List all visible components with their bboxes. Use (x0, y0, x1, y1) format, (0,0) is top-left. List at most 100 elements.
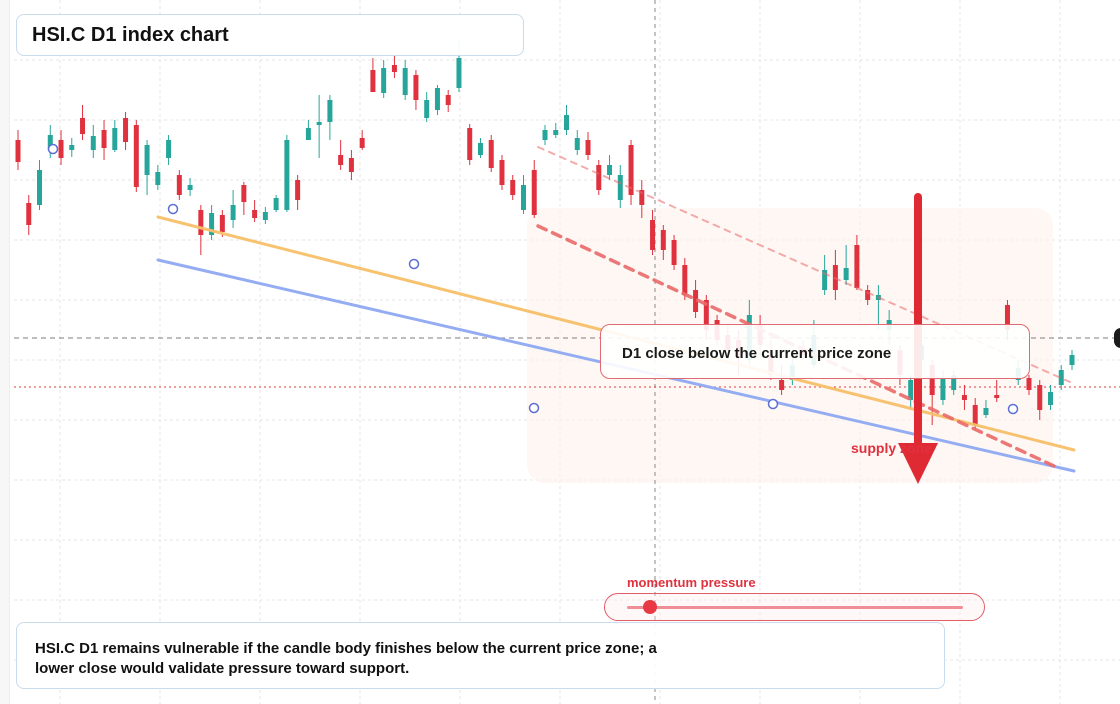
candle (176, 170, 182, 200)
candle (585, 132, 591, 160)
event-markers (47, 143, 1019, 415)
momentum-track (627, 606, 963, 609)
candle-body (176, 175, 182, 195)
event-marker-icon (408, 258, 420, 270)
candle-body (940, 378, 946, 400)
event-marker-icon (528, 402, 540, 414)
candle (295, 175, 301, 210)
candle-body (574, 138, 580, 150)
candle (198, 205, 204, 255)
candle-body (47, 135, 53, 150)
candle (305, 120, 311, 140)
candle-body (456, 58, 462, 88)
momentum-knob[interactable] (643, 600, 657, 614)
candle-body (359, 138, 365, 148)
candle-body (348, 158, 354, 172)
candle (639, 180, 645, 218)
candle-body (650, 220, 656, 250)
candle-body (961, 395, 967, 400)
left-gutter (0, 0, 10, 704)
candle-body (671, 240, 677, 265)
candle (316, 95, 322, 158)
candle (402, 60, 408, 100)
candle-body (58, 140, 64, 158)
candle (209, 205, 215, 240)
candle (542, 125, 548, 145)
candle (994, 380, 1000, 402)
candle-body (295, 180, 301, 200)
candle (112, 120, 118, 152)
momentum-slider[interactable] (604, 593, 985, 621)
candle-body (187, 185, 193, 190)
candle (241, 182, 247, 215)
candle (671, 235, 677, 270)
candle (961, 385, 967, 410)
event-marker-icon (767, 398, 779, 410)
candle (1047, 385, 1053, 410)
candle-body (424, 100, 430, 118)
candle-body (1058, 370, 1064, 385)
candle (37, 160, 43, 210)
candle-body (133, 125, 139, 187)
candle-body (338, 155, 344, 165)
candle (69, 138, 75, 157)
candle-body (434, 88, 440, 110)
candle (854, 235, 860, 290)
candle-body (445, 95, 451, 105)
candle (693, 280, 699, 318)
candle (144, 140, 150, 195)
candle (90, 125, 96, 158)
candle (155, 165, 161, 190)
candle (564, 105, 570, 135)
candle-body (488, 140, 494, 168)
candle-body (585, 140, 591, 155)
candle-body (477, 143, 483, 155)
candle-body (198, 210, 204, 235)
price-scale-marker[interactable] (1114, 328, 1120, 348)
candle (865, 285, 871, 305)
candle (123, 112, 129, 150)
candle (650, 210, 656, 255)
candle-body (327, 100, 333, 122)
candle (252, 200, 258, 222)
candle (262, 207, 268, 224)
candle (391, 55, 397, 78)
candle (1026, 375, 1032, 395)
candle (26, 195, 32, 235)
candle (101, 120, 107, 160)
candle-body (166, 140, 172, 158)
candle-body (865, 290, 871, 300)
candle-body (596, 165, 602, 190)
candle (1069, 350, 1075, 370)
candle-body (15, 140, 21, 162)
candle-body (37, 170, 43, 205)
candle-body (467, 128, 473, 160)
candle-body (26, 203, 32, 225)
candle-body (284, 140, 290, 210)
candle (434, 85, 440, 115)
candle-body (80, 118, 86, 134)
candle-body (230, 205, 236, 220)
candle (843, 245, 849, 285)
candle-body (413, 75, 419, 100)
candle (381, 60, 387, 98)
candle (574, 130, 580, 155)
candle-body (155, 172, 161, 185)
candle-body (553, 130, 559, 135)
candle-body (972, 405, 978, 425)
candle (273, 195, 279, 212)
candle-body (531, 170, 537, 215)
candle (908, 375, 914, 410)
candle-body (241, 185, 247, 202)
candle (338, 140, 344, 170)
candle (284, 135, 290, 212)
event-marker-icon (1007, 403, 1019, 415)
candle-body (69, 145, 75, 150)
candle (166, 135, 172, 165)
candle (553, 123, 559, 138)
candle (1037, 380, 1043, 420)
candle-body (617, 175, 623, 200)
candle-body (262, 212, 268, 220)
candle (617, 165, 623, 208)
candle (348, 150, 354, 180)
